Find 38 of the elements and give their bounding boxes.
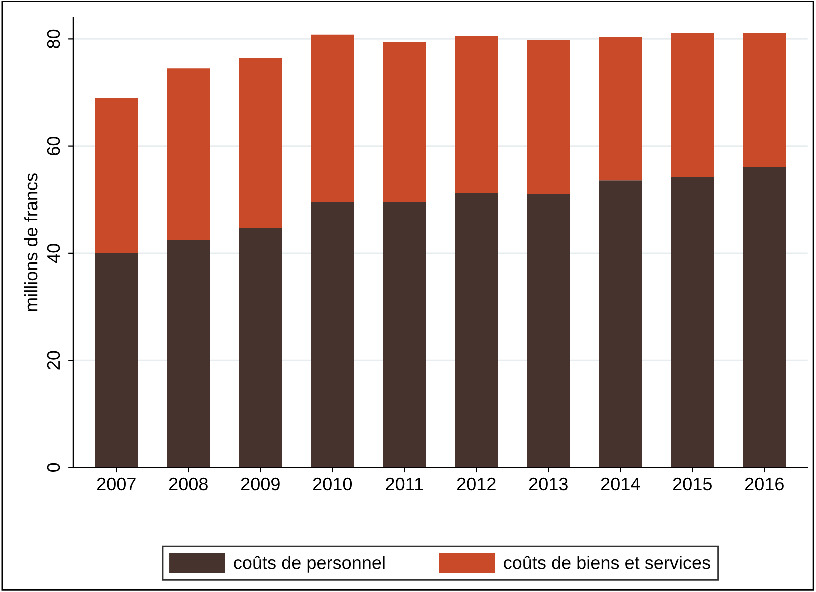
bar xyxy=(95,98,138,254)
bar xyxy=(455,36,498,194)
x-tick-label: 2008 xyxy=(169,478,208,491)
x-tick-label: 2011 xyxy=(386,478,424,491)
x-tick-label: 2009 xyxy=(241,478,280,491)
bar xyxy=(527,194,570,468)
bar xyxy=(671,33,714,178)
bar xyxy=(167,240,210,468)
x-tick-label: 2014 xyxy=(601,478,640,491)
x-tick-label: 2015 xyxy=(673,478,712,491)
bar xyxy=(239,58,282,228)
legend-label: coûts de biens et services xyxy=(504,556,710,570)
x-tick-label: 2013 xyxy=(529,478,568,491)
bar xyxy=(527,40,570,195)
x-tick-label: 2007 xyxy=(97,478,136,491)
bar xyxy=(95,253,138,468)
bar xyxy=(239,228,282,468)
y-tick-label: 40 xyxy=(47,244,60,264)
bar xyxy=(311,34,354,203)
bar xyxy=(383,202,426,468)
y-tick-label: 60 xyxy=(47,136,60,156)
bar xyxy=(599,37,642,181)
bar xyxy=(383,42,426,203)
legend-label: coûts de personnel xyxy=(234,556,385,573)
bar xyxy=(167,68,210,240)
y-tick-label: 0 xyxy=(47,463,60,472)
bar xyxy=(743,167,786,468)
bar xyxy=(743,33,786,168)
bar xyxy=(455,193,498,468)
x-tick-label: 2016 xyxy=(745,478,784,491)
x-tick-label: 2010 xyxy=(313,478,352,491)
bar xyxy=(311,202,354,468)
y-axis-title: millions de francs xyxy=(24,174,38,312)
bar xyxy=(671,177,714,468)
y-tick-label: 20 xyxy=(47,351,60,370)
y-tick-label: 80 xyxy=(47,30,60,48)
bar xyxy=(599,180,642,468)
x-tick-label: 2012 xyxy=(457,478,496,491)
